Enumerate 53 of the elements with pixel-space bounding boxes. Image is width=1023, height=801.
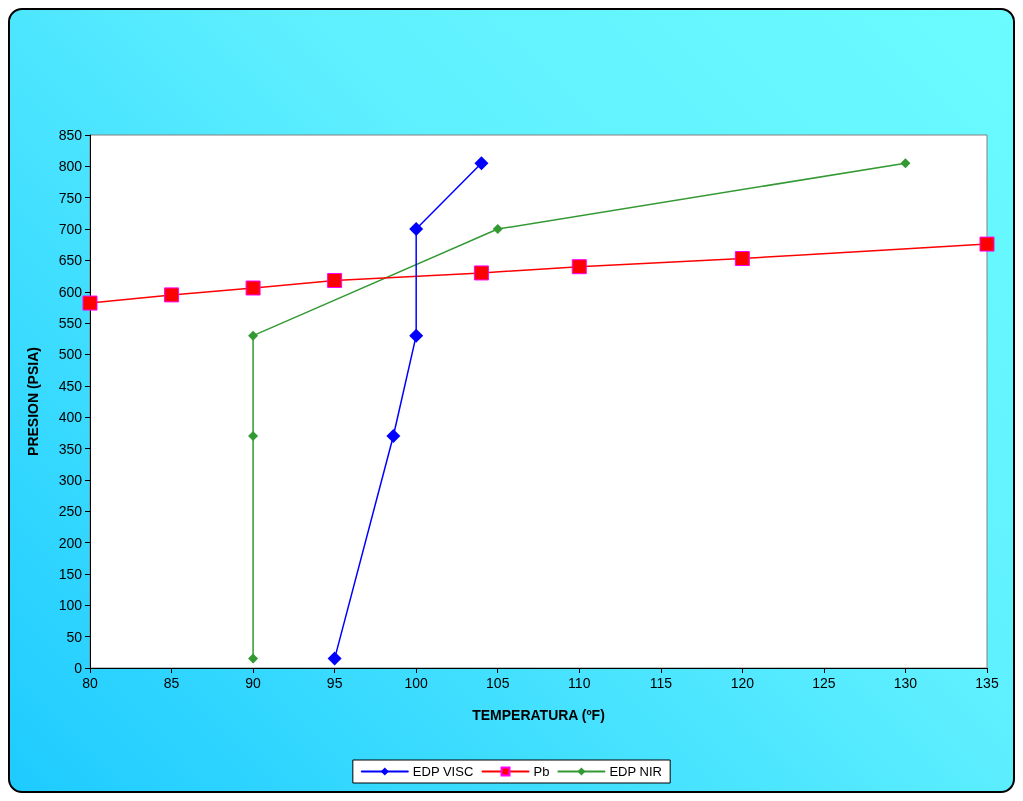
point: [409, 222, 424, 237]
x-tick-label: 100: [404, 675, 429, 691]
x-tick-label: 90: [245, 675, 262, 691]
x-tick-label: 130: [893, 675, 918, 691]
point: [474, 156, 489, 171]
y-tick-label: 400: [58, 409, 83, 426]
y-tick-label: 350: [58, 440, 83, 457]
point: [248, 430, 259, 441]
x-tick-label: 135: [975, 675, 999, 691]
point: [327, 651, 342, 666]
legend-label: Pb: [533, 764, 550, 779]
y-tick-label: 200: [58, 534, 83, 551]
x-tick-label: 80: [82, 675, 98, 691]
point: [386, 428, 401, 443]
point: [248, 653, 259, 664]
x-axis-title: TEMPERATURA (ºF): [472, 707, 605, 723]
y-tick-label: 700: [58, 221, 83, 238]
y-tick-label: 600: [58, 283, 83, 300]
y-tick-label: 0: [74, 660, 83, 676]
y-tick-label: 750: [58, 189, 83, 206]
point: [409, 328, 424, 343]
y-tick-label: 100: [58, 597, 83, 614]
y-tick-label: 550: [58, 315, 83, 332]
y-tick-label: 650: [58, 252, 83, 269]
point: [82, 295, 98, 311]
y-tick-label: 450: [58, 377, 83, 394]
x-tick-label: 120: [730, 675, 755, 691]
y-tick-label: 850: [58, 127, 83, 143]
y-tick-label: 50: [66, 628, 83, 645]
x-tick-label: 125: [812, 675, 836, 691]
point: [492, 224, 503, 235]
point: [473, 265, 489, 281]
point: [248, 330, 259, 341]
point: [900, 158, 911, 169]
y-tick-label: 500: [58, 346, 83, 363]
y-tick-label: 150: [58, 565, 83, 582]
x-tick-label: 105: [486, 675, 510, 691]
y-tick-label: 250: [58, 503, 83, 520]
point: [164, 287, 180, 303]
y-tick-label: 300: [58, 471, 83, 488]
legend-label: EDP NIR: [609, 764, 662, 779]
x-tick-label: 115: [649, 675, 673, 691]
point: [979, 236, 995, 252]
x-tick-label: 85: [163, 675, 180, 691]
legend-label: EDP VISC: [412, 764, 474, 779]
point: [327, 272, 343, 288]
x-tick-label: 95: [326, 675, 343, 691]
y-axis-title: PRESION (PSIA): [25, 347, 41, 456]
point: [734, 251, 750, 267]
y-tick-label: 800: [58, 158, 83, 175]
point: [571, 259, 587, 275]
x-tick-label: 110: [568, 675, 591, 691]
point: [245, 280, 261, 296]
